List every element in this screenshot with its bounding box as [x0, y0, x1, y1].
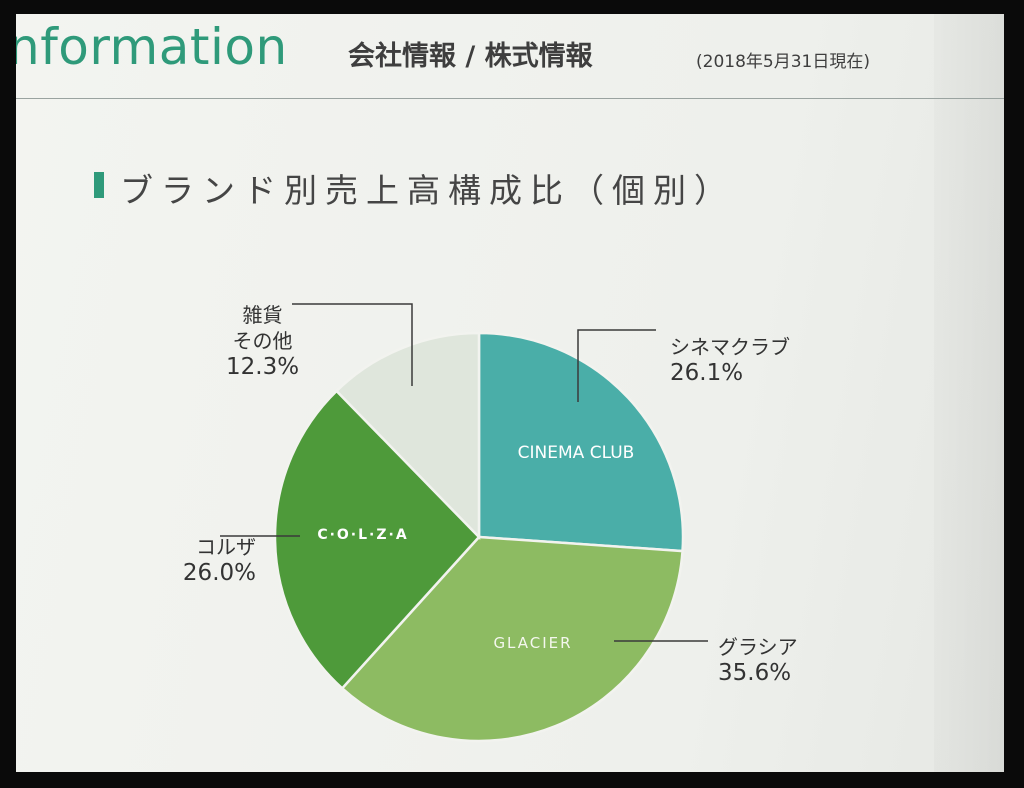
label-glacier: グラシア 35.6% [718, 634, 798, 686]
label-colza: コルザ 26.0% [144, 534, 256, 586]
label-cinema-club-name: シネマクラブ [670, 335, 790, 359]
label-colza-percent: 26.0% [182, 560, 256, 586]
title-marker-icon [94, 172, 104, 198]
header-rule [16, 98, 1004, 99]
section-title: 会社情報 / 株式情報 [348, 41, 593, 72]
leader-cinema-club [577, 329, 656, 402]
logo-cinema-club: CINEMA CLUB [518, 443, 635, 463]
brand-wordmark: nformation [16, 18, 288, 76]
label-cinema-club-percent: 26.1% [670, 360, 744, 386]
label-glacier-percent: 35.6% [718, 660, 792, 686]
brochure-page: nformation 会社情報 / 株式情報 (2018年5月31日現在) ブラ… [16, 14, 1004, 772]
pie-slice-cinema-club [477, 331, 685, 553]
as-of-date: (2018年5月31日現在) [696, 52, 870, 72]
header: nformation 会社情報 / 株式情報 (2018年5月31日現在) [16, 14, 1004, 98]
page-fold-shadow [934, 14, 1004, 772]
label-misc-name-1: 雑貨 [242, 303, 283, 327]
leader-misc [292, 303, 413, 386]
chart-title: ブランド別売上高構成比（個別） [120, 171, 735, 210]
label-cinema-club: シネマクラブ 26.1% [670, 334, 790, 386]
label-colza-name: コルザ [196, 535, 256, 559]
pie-slice-glacier [340, 535, 684, 743]
pie-slice-misc [334, 331, 481, 541]
logo-colza: C·O·L·Z·A [317, 527, 408, 543]
logo-glacier: GLACIER [493, 634, 572, 652]
pie-chart: CINEMA CLUB GLACIER C·O·L·Z·A [220, 303, 708, 743]
label-misc-name-2: その他 [232, 329, 293, 353]
label-glacier-name: グラシア [718, 635, 798, 659]
label-misc-percent: 12.3% [226, 354, 300, 380]
label-misc: 雑貨 その他 12.3% [226, 302, 299, 380]
pie-slice-colza [273, 389, 481, 691]
